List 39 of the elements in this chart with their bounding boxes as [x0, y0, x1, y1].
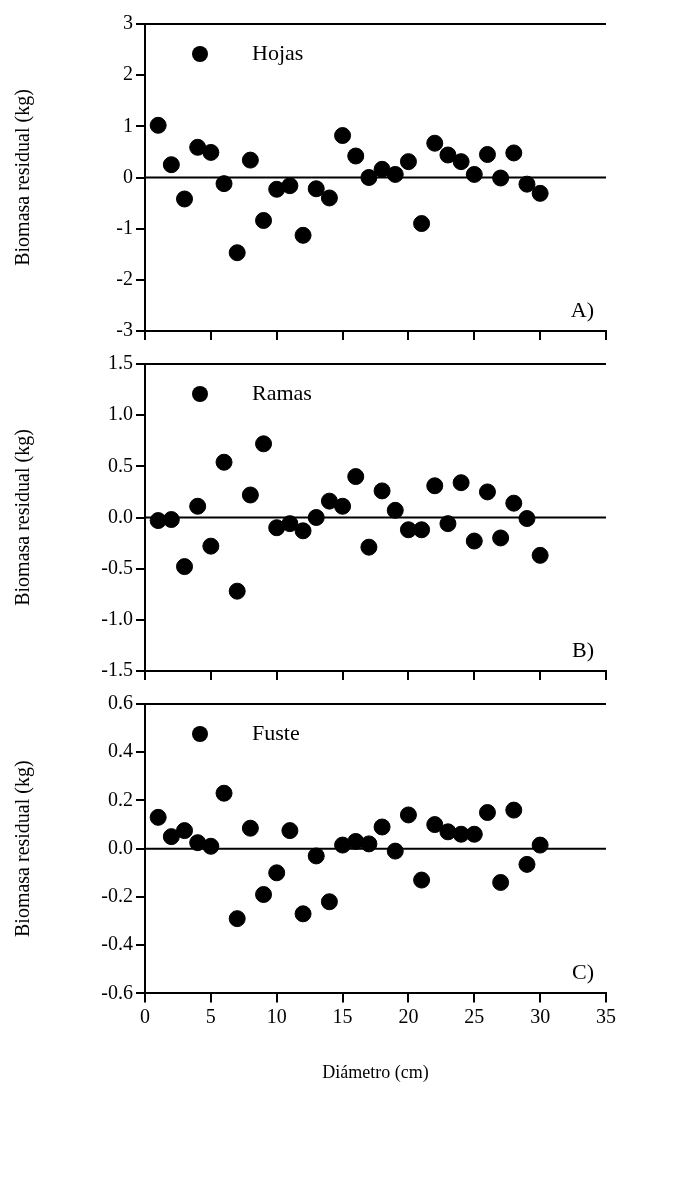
y-tick-label: 0.6 — [108, 691, 133, 714]
y-axis-title: Biomasa residual (kg) — [11, 429, 35, 606]
y-tick-label: -1.5 — [101, 658, 133, 681]
y-tick-label: -0.4 — [101, 932, 133, 955]
y-tick-label: 0 — [123, 164, 133, 187]
y-axis-title: Biomasa residual (kg) — [11, 760, 35, 938]
y-tick-label: -0.2 — [101, 884, 133, 907]
x-tick-label: 20 — [398, 1004, 419, 1027]
legend-label: Hojas — [252, 39, 304, 65]
y-tick-label: 1.0 — [108, 402, 133, 425]
y-tick-label: 1.5 — [108, 351, 133, 374]
annotation: A) — [570, 297, 594, 322]
x-tick-label: 35 — [596, 1004, 616, 1027]
x-tick-label: 5 — [205, 1004, 216, 1027]
y-tick-label: 0.5 — [108, 453, 133, 476]
y-tick-label: -2 — [116, 267, 133, 290]
y-tick-label: -0.6 — [101, 980, 133, 1003]
y-tick-label: -1.0 — [101, 607, 133, 630]
y-tick-label: 0.2 — [108, 787, 133, 810]
y-tick-label: 0.0 — [108, 504, 133, 527]
y-tick-label: 0.0 — [108, 835, 133, 858]
x-tick-label: 0 — [140, 1004, 150, 1027]
y-tick-label: -1 — [116, 215, 133, 238]
y-tick-label: -3 — [116, 318, 133, 341]
y-tick-label: -0.5 — [101, 555, 133, 578]
y-tick-label: 3 — [123, 11, 133, 34]
x-tick-label: 25 — [464, 1004, 485, 1027]
x-tick-label: 30 — [530, 1004, 551, 1027]
y-tick-label: 0.4 — [108, 739, 133, 762]
annotation: B) — [572, 637, 594, 662]
legend-label: Fuste — [252, 719, 300, 745]
y-axis-title: Biomasa residual (kg) — [11, 89, 35, 266]
x-tick-label: 10 — [266, 1004, 287, 1027]
y-tick-label: 1 — [123, 113, 133, 136]
x-tick-label: 15 — [332, 1004, 353, 1027]
x-axis-title: Diámetro (cm) — [322, 1061, 429, 1083]
y-tick-label: 2 — [123, 62, 133, 85]
annotation: C) — [572, 959, 594, 985]
legend-label: Ramas — [252, 379, 312, 405]
